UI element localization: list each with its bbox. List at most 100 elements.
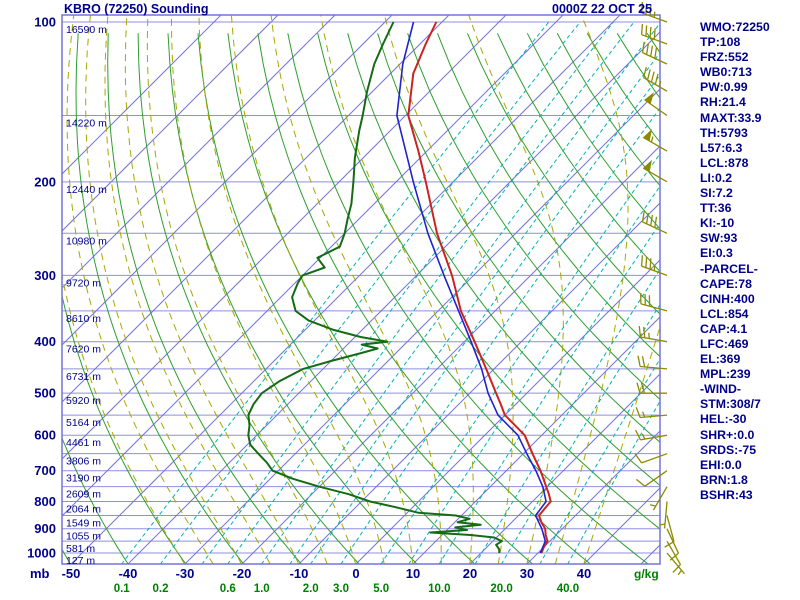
mixing-ratio-line [474, 268, 660, 564]
pressure-label: 100 [34, 15, 56, 30]
index-el: EL:369 [700, 352, 741, 367]
mixing-ratio-line [539, 358, 660, 564]
barb-staff [634, 453, 668, 464]
isotherm-line [355, 259, 660, 564]
mixing-ratio-line [309, 74, 660, 564]
mixing-ratio-label: 40.0 [557, 583, 579, 595]
height-label: 127 m [66, 555, 95, 567]
mixing-ratio-line [567, 400, 660, 564]
height-label: 12440 m [66, 184, 107, 196]
height-label: 10980 m [66, 235, 107, 247]
mixing-ratio-label: 3.0 [333, 583, 349, 595]
wind-barb [642, 66, 668, 92]
mixing-ratio-label: 10.0 [428, 583, 450, 595]
pressure-label: 700 [34, 463, 56, 478]
height-label: 2064 m [66, 504, 101, 516]
dry-adiabat-line [287, 33, 649, 564]
isotherm-line [127, 31, 660, 564]
height-label: 5920 m [66, 395, 101, 407]
moist-adiabat-line [583, 325, 660, 564]
height-label: 1055 m [66, 531, 101, 543]
index-wind: -WIND- [700, 382, 741, 397]
index-cap: CAP:4.1 [700, 321, 748, 336]
temperature-label: -20 [233, 566, 252, 581]
isotherm-line [62, 15, 279, 232]
height-label: 581 m [66, 543, 95, 555]
isotherm-line [469, 373, 660, 564]
mixing-ratio-line [380, 152, 660, 564]
barb-staff [650, 486, 668, 511]
dry-adiabat-line [496, 33, 660, 273]
height-label: 1549 m [66, 518, 101, 530]
height-label: 3190 m [66, 473, 101, 485]
isotherm-line [62, 15, 222, 175]
index-maxt: MAXT:33.9 [700, 110, 762, 125]
isotherm-line [70, 15, 621, 564]
wind-barb [650, 486, 668, 511]
temperature-label: -40 [119, 566, 138, 581]
wind-barb [636, 382, 667, 394]
index-mpl: MPL:239 [700, 367, 751, 382]
mixing-ratio-label: 2.0 [303, 583, 319, 595]
isotherm-line [62, 15, 450, 403]
isotherm-line [412, 316, 660, 564]
dry-adiabat-line [227, 33, 534, 564]
moist-adiabat-line [554, 15, 629, 564]
mixing-ratio-line [121, 21, 550, 564]
mixing-ratio-label: 1.0 [254, 583, 270, 595]
chart-title: KBRO (72250) Sounding [64, 2, 209, 16]
mixing-ratio-line [201, 21, 614, 564]
profile-traces [247, 21, 552, 554]
barb-staff [637, 355, 668, 370]
dry-adiabat-line [407, 33, 660, 401]
index-wb0: WB0:713 [700, 65, 752, 80]
dry-adiabat-line [257, 33, 591, 564]
mixing-ratio-line [159, 21, 581, 564]
mixing-ratio-line [500, 303, 660, 564]
wind-barb [659, 501, 668, 529]
wind-barb-column [634, 1, 685, 576]
pressure-unit-label: mb [30, 566, 50, 581]
index-si: SI:7.2 [700, 186, 733, 201]
wind-barb [640, 292, 668, 312]
barb-staff [640, 292, 668, 312]
temperature-label: 0 [352, 566, 359, 581]
index-hel: HEL:-30 [700, 412, 747, 427]
height-label: 16590 m [66, 24, 107, 36]
indices-panel: WMO:72250 TP:108 FRZ:552 WB0:713 PW:0.99 RH:2… [700, 20, 798, 503]
dry-adiabat-line [62, 548, 71, 564]
mixing-ratio-line [227, 21, 635, 564]
wind-barb [644, 92, 668, 117]
temperature-label: -30 [176, 566, 195, 581]
temperature-label: 40 [577, 566, 591, 581]
wind-barb [635, 470, 668, 487]
mixing-ratio-label: 20.0 [490, 583, 512, 595]
temperature-label: 10 [406, 566, 420, 581]
moist-adiabat-line [468, 15, 564, 564]
index-sw: SW:93 [700, 231, 738, 246]
isotherm-line [62, 15, 336, 289]
dry-adiabat-line [75, 33, 245, 564]
dry-adiabat-line [317, 33, 660, 530]
pressure-label: 900 [34, 521, 56, 536]
moist-adiabat-line [124, 15, 300, 564]
dry-adiabat-line [62, 436, 129, 564]
index-brn: BRN:1.8 [700, 472, 748, 487]
isotherm-line [526, 430, 660, 564]
index-ei: EI:0.3 [700, 246, 733, 261]
moist-adiabat-line [383, 15, 514, 564]
barb-staff [664, 515, 675, 548]
index-frz: FRZ:552 [700, 50, 749, 65]
barb-staff [644, 99, 668, 117]
index-lfc: LFC:469 [700, 336, 749, 351]
barb-staff [635, 407, 668, 419]
index-shr: SHR+:0.0 [700, 427, 755, 442]
isotherm-line [298, 202, 660, 564]
isotherm-line [62, 15, 564, 517]
barb-staff [643, 136, 668, 152]
index-pw: PW:0.99 [700, 80, 748, 95]
wind-barb [642, 159, 668, 183]
dry-adiabat-line [107, 33, 302, 564]
mixing-ratio-label: 5.0 [373, 583, 389, 595]
mixing-ratio-label: 0.6 [220, 583, 236, 595]
